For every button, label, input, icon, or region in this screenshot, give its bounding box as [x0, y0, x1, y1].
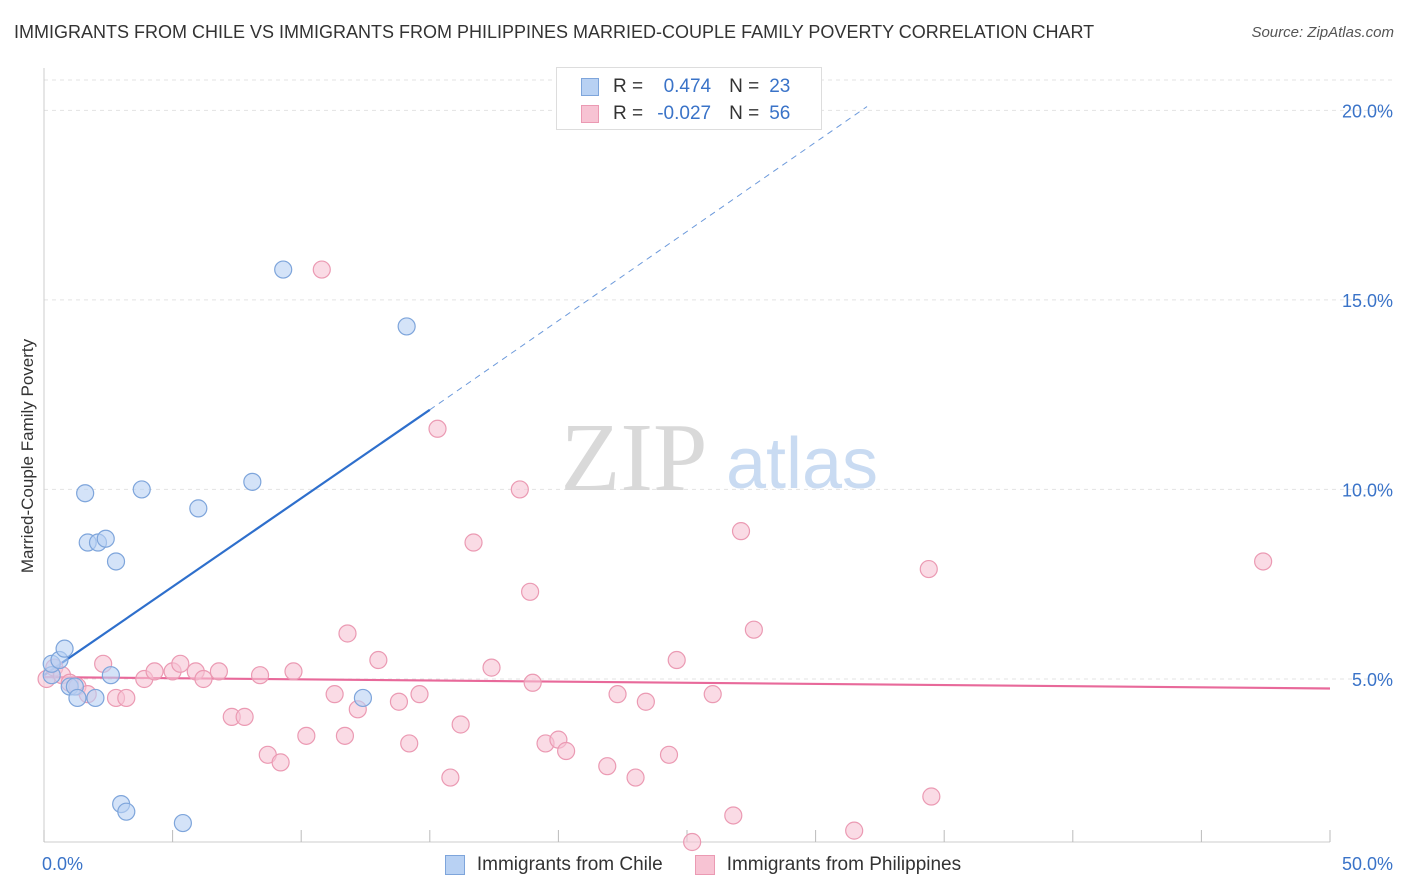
legend-r-label: R =: [613, 76, 644, 97]
point-philippines: [271, 753, 290, 772]
series-legend: Immigrants from Chile Immigrants from Ph…: [0, 852, 1406, 878]
x-tick-label-last: 50.0%: [1342, 854, 1393, 874]
series-swatch-chile: [444, 855, 465, 875]
x-tick-label-first: 0.0%: [42, 854, 83, 874]
trend-line-chile-extension: [429, 106, 868, 411]
point-philippines: [744, 620, 763, 639]
point-philippines: [521, 582, 540, 601]
point-philippines: [598, 757, 617, 776]
point-philippines: [557, 741, 576, 761]
point-philippines: [312, 260, 331, 279]
point-philippines: [117, 688, 136, 708]
legend-n-label: N =: [729, 103, 760, 124]
point-philippines: [400, 734, 419, 753]
point-philippines: [250, 666, 270, 685]
point-philippines: [1254, 552, 1273, 571]
point-philippines: [703, 685, 722, 704]
point-philippines: [922, 787, 941, 806]
point-philippines: [482, 658, 501, 677]
point-chile: [274, 260, 293, 279]
point-philippines: [410, 685, 429, 704]
grid-lines: [44, 79, 1394, 680]
point-philippines: [659, 745, 679, 764]
legend-n-label: N =: [729, 76, 760, 97]
point-chile: [106, 552, 126, 571]
tick-labels: 5.0% 10.0% 15.0% 20.0% 0.0% 50.0%: [42, 101, 1393, 874]
point-chile: [86, 688, 105, 708]
point-philippines: [194, 669, 213, 689]
y-tick-label: 15.0%: [1342, 291, 1393, 311]
point-philippines: [636, 692, 655, 711]
point-philippines: [441, 768, 460, 787]
point-philippines: [451, 715, 470, 734]
legend-n-value-philippines: 56: [769, 103, 791, 124]
series-label-chile: Immigrants from Chile: [476, 854, 663, 875]
watermark-zip: ZIP: [561, 404, 708, 512]
point-chile: [68, 688, 87, 708]
point-philippines: [464, 533, 483, 552]
legend-n-value-chile: 23: [769, 76, 791, 97]
point-philippines: [335, 726, 355, 745]
watermark: ZIP atlas: [561, 404, 879, 512]
point-philippines: [209, 662, 228, 681]
point-philippines: [145, 662, 164, 681]
watermark-atlas: atlas: [726, 424, 878, 504]
y-tick-label: 5.0%: [1352, 670, 1393, 690]
point-philippines: [338, 624, 357, 643]
point-chile: [173, 813, 192, 833]
point-chile: [76, 484, 95, 503]
point-philippines: [235, 707, 254, 726]
point-philippines: [683, 832, 702, 852]
point-chile: [397, 317, 416, 336]
point-philippines: [523, 673, 542, 692]
correlation-legend: R = 0.474 N = 23 R = -0.027 N = 56: [556, 67, 822, 130]
trend-line-chile: [43, 408, 431, 677]
point-chile: [96, 529, 115, 548]
legend-swatch-philippines: [581, 105, 599, 123]
point-philippines: [724, 806, 743, 825]
legend-swatch-chile: [581, 78, 599, 96]
trend-lines: [43, 106, 1331, 690]
point-philippines: [389, 692, 409, 711]
point-philippines: [171, 654, 190, 673]
point-philippines: [667, 650, 686, 670]
point-chile: [243, 472, 262, 491]
point-chile: [55, 639, 74, 658]
legend-r-value-philippines: -0.027: [657, 103, 712, 124]
series-swatch-philippines: [694, 855, 715, 875]
point-chile: [132, 480, 151, 499]
point-philippines: [428, 419, 447, 438]
point-philippines: [297, 726, 316, 745]
point-philippines: [510, 480, 529, 499]
legend-r-label: R =: [613, 103, 644, 124]
y-tick-label: 10.0%: [1342, 480, 1393, 500]
point-philippines: [919, 559, 938, 579]
legend-row-chile: R = 0.474 N = 23: [581, 75, 790, 99]
point-chile: [101, 666, 120, 685]
series-legend-philippines[interactable]: Immigrants from Philippines: [694, 854, 962, 876]
point-philippines: [369, 650, 388, 670]
point-chile: [189, 499, 208, 518]
point-philippines: [731, 522, 751, 541]
point-philippines: [608, 685, 627, 704]
point-chile: [353, 688, 373, 708]
point-chile: [117, 802, 136, 821]
point-philippines: [284, 662, 303, 681]
data-points: [37, 260, 1273, 852]
y-tick-label: 20.0%: [1342, 101, 1393, 121]
series-label-philippines: Immigrants from Philippines: [726, 854, 962, 875]
point-philippines: [845, 821, 864, 840]
source-label: Source: ZipAtlas.com: [1251, 24, 1394, 41]
legend-row-philippines: R = -0.027 N = 56: [581, 102, 790, 126]
legend-r-value-chile: 0.474: [663, 76, 712, 97]
point-philippines: [325, 685, 344, 704]
series-legend-chile[interactable]: Immigrants from Chile: [444, 854, 663, 876]
chart-title: IMMIGRANTS FROM CHILE VS IMMIGRANTS FROM…: [14, 22, 1095, 42]
point-philippines: [626, 768, 645, 787]
